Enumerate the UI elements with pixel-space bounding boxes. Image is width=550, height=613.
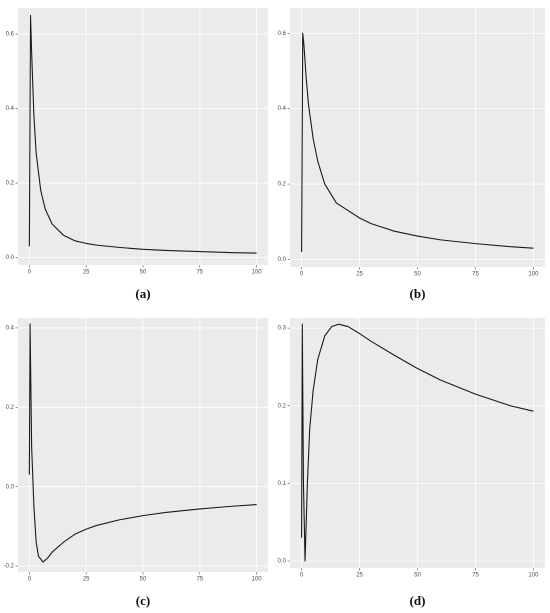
x-tick-label: 25 xyxy=(356,272,363,278)
x-tick-label: 50 xyxy=(414,573,421,579)
x-tick-label: 50 xyxy=(140,270,147,276)
x-tick-label: 75 xyxy=(472,272,479,278)
data-line xyxy=(301,323,534,562)
caption: (c) xyxy=(136,593,150,608)
x-tick-label: 50 xyxy=(140,577,147,583)
x-tick-label: 0 xyxy=(300,272,304,278)
x-tick-label: 100 xyxy=(528,573,539,579)
y-tick-label: 0.1 xyxy=(278,481,287,487)
x-tick-label: 50 xyxy=(414,272,421,278)
y-tick-label: 0.2 xyxy=(278,403,287,409)
chart-panel: 0.0 0.2 0.4 0.6 0 25 50 75 100 (a) xyxy=(6,8,268,301)
y-tick-label: 0.2 xyxy=(6,181,15,187)
x-tick-label: 75 xyxy=(196,577,203,583)
x-tick-label: 75 xyxy=(472,573,479,579)
caption: (a) xyxy=(135,286,150,301)
y-tick-label: -0.2 xyxy=(4,564,15,570)
y-tick-label: 0.2 xyxy=(6,405,15,411)
data-line xyxy=(28,14,257,254)
y-tick-label: 0.0 xyxy=(6,255,15,261)
y-tick-label: 0.6 xyxy=(278,31,287,37)
y-tick-label: 0.2 xyxy=(278,182,287,188)
caption: (b) xyxy=(410,286,426,301)
x-tick-label: 25 xyxy=(83,270,90,276)
y-tick-label: 0.0 xyxy=(278,257,287,263)
y-tick-label: 0.4 xyxy=(278,106,287,112)
x-tick-label: 100 xyxy=(252,270,263,276)
x-tick-label: 25 xyxy=(83,577,90,583)
y-tick-label: 0.0 xyxy=(6,484,15,490)
y-tick-label: 0.3 xyxy=(278,326,287,332)
y-tick-label: 0.4 xyxy=(6,106,15,112)
x-tick-label: 100 xyxy=(528,272,539,278)
x-tick-label: 75 xyxy=(196,270,203,276)
x-tick-label: 0 xyxy=(28,270,32,276)
x-tick-label: 25 xyxy=(356,573,363,579)
chart-panel: 0.0 0.2 0.4 0.6 0 25 50 75 100 (b) xyxy=(278,8,545,301)
y-tick-label: 0.4 xyxy=(6,326,15,332)
chart-panel: -0.2 0.0 0.2 0.4 0 25 50 75 100 (c) xyxy=(4,318,268,608)
data-line xyxy=(301,32,534,252)
y-tick-label: 0.6 xyxy=(6,32,15,38)
x-tick-label: 0 xyxy=(28,577,32,583)
x-tick-label: 0 xyxy=(300,573,304,579)
y-tick-label: 0.0 xyxy=(278,559,287,565)
x-tick-label: 100 xyxy=(252,577,263,583)
caption: (d) xyxy=(410,593,426,608)
data-line xyxy=(28,323,257,563)
chart-panel: 0.0 0.1 0.2 0.3 0 25 50 75 100 (d) xyxy=(278,318,545,608)
